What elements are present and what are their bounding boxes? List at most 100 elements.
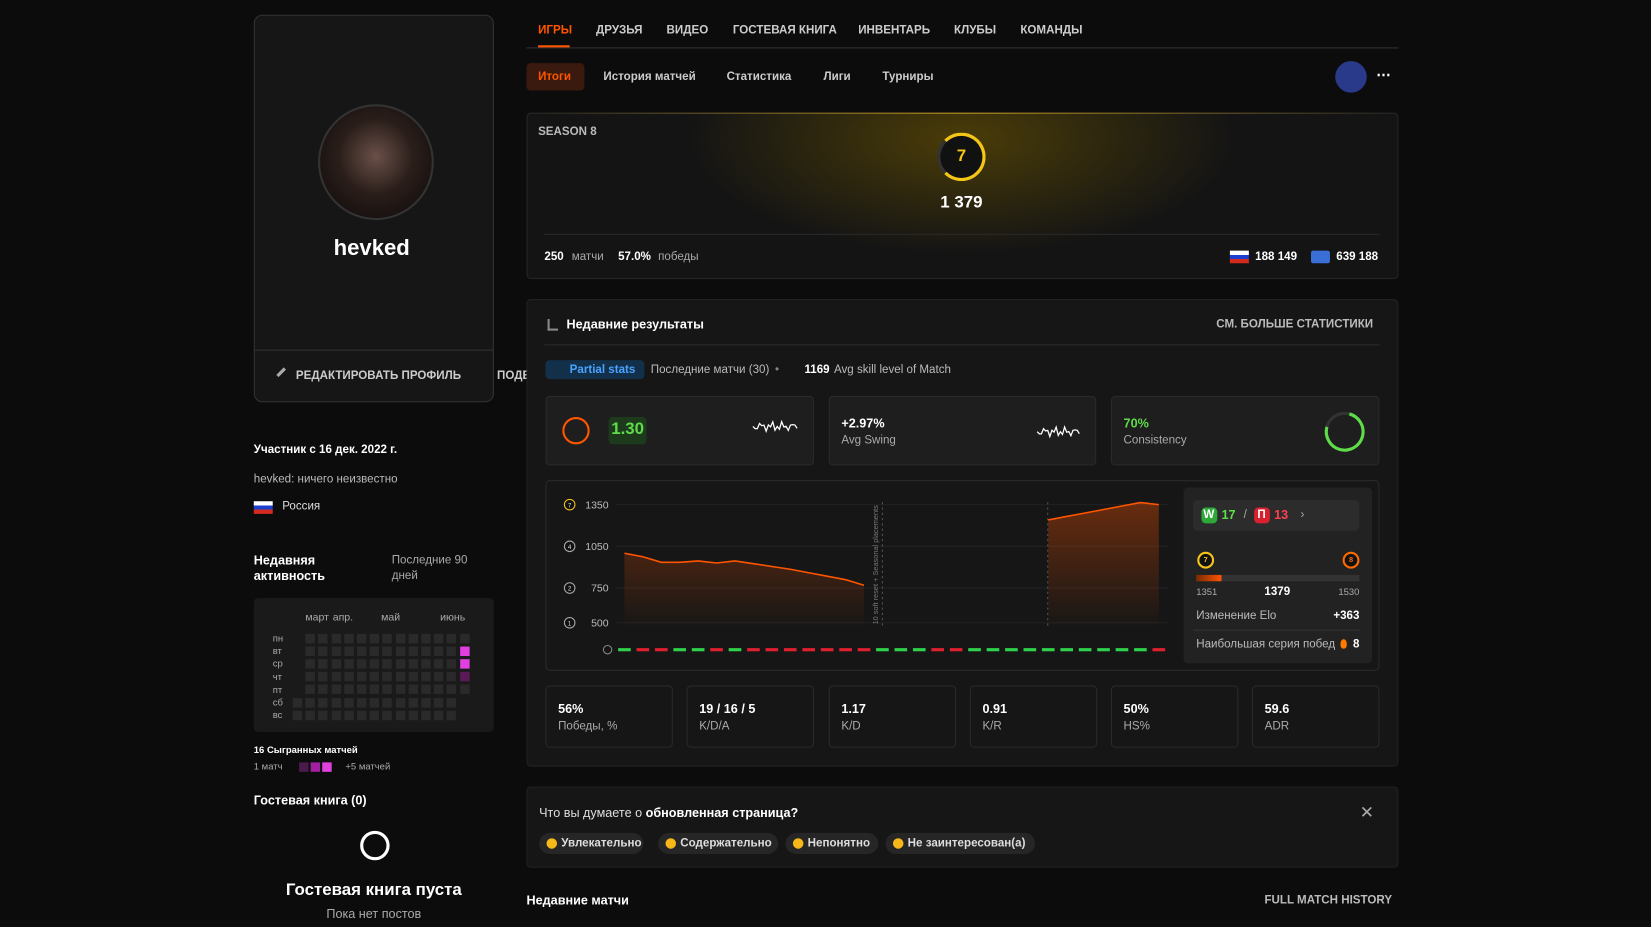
username: hevked — [333, 235, 410, 261]
heat-cell — [395, 671, 405, 682]
heat-cell — [369, 671, 380, 682]
elo-max: 1530 — [1338, 586, 1360, 598]
feedback-option[interactable] — [785, 832, 879, 854]
change: +363 — [1333, 609, 1360, 623]
heat-cell — [459, 646, 470, 656]
y-tick-label: 750 — [591, 583, 609, 595]
close[interactable]: ✕ — [1359, 804, 1374, 823]
matches: 250 — [544, 250, 564, 264]
annotation: 10 soft reset + Seasonal placements — [871, 505, 880, 625]
tab[interactable]: ВИДЕО — [666, 24, 709, 37]
sparkline — [752, 419, 798, 434]
tab[interactable]: ИНВЕНТАРЬ — [858, 24, 931, 37]
feedback-option[interactable] — [539, 832, 644, 854]
emoji — [892, 838, 904, 849]
level: 7 — [956, 147, 967, 166]
activity-title: Недавняя активность — [253, 552, 326, 584]
more-dots[interactable]: ⋯ — [1376, 65, 1392, 83]
heat-cell — [331, 646, 341, 656]
heat-cell — [446, 646, 457, 656]
edit-profile[interactable]: РЕДАКТИРОВАТЬ ПРОФИЛЬ — [295, 369, 462, 383]
stat-value: 1.17 — [841, 701, 866, 717]
heat-cell — [356, 671, 367, 682]
emoji — [792, 838, 804, 849]
heat-cell — [318, 710, 328, 720]
subtab[interactable]: Турниры — [882, 70, 934, 84]
heat-cell — [459, 671, 470, 682]
tick-level-icon — [563, 498, 576, 511]
tab[interactable]: ИГРЫ — [538, 24, 573, 37]
subtab[interactable]: Итоги — [538, 70, 571, 84]
stat-card — [686, 685, 814, 748]
world-rank: 639 188 — [1336, 250, 1379, 264]
heat-cell — [446, 710, 457, 720]
month: март — [305, 612, 329, 624]
swing: +2.97% — [841, 415, 885, 431]
heat-cell — [395, 659, 405, 669]
rating-box — [608, 416, 647, 445]
heat-cell — [421, 684, 431, 695]
heat-cell — [305, 633, 316, 643]
arrow[interactable]: › — [1300, 508, 1305, 522]
heat-cell — [408, 646, 418, 656]
tab[interactable]: ДРУЗЬЯ — [595, 24, 643, 37]
heat-cell — [344, 659, 354, 669]
heat-cell — [395, 710, 405, 720]
heat-cell — [434, 697, 444, 708]
divider — [1193, 629, 1360, 631]
heat-cell — [382, 646, 393, 656]
elo: 1 379 — [940, 193, 983, 212]
heat-cell — [331, 633, 341, 643]
active-underline — [538, 45, 570, 48]
heat-cell — [434, 710, 444, 720]
day: чт — [272, 671, 283, 682]
stat-value: 50% — [1123, 701, 1149, 717]
elo-line — [624, 501, 1159, 586]
emoji — [665, 838, 677, 849]
elo-range-fill — [1196, 574, 1222, 582]
stat-card — [1252, 685, 1380, 748]
y-tick-label: 1050 — [585, 541, 609, 553]
tab[interactable]: КЛУБЫ — [954, 24, 997, 37]
heat-cell — [356, 710, 367, 720]
heat-cell — [305, 697, 316, 708]
heat-cell — [344, 646, 354, 656]
tab[interactable]: ГОСТЕВАЯ КНИГА — [732, 24, 837, 37]
swing-label: Avg Swing — [841, 433, 896, 447]
heat-cell — [421, 646, 431, 656]
streak-label: Наибольшая серия побед — [1196, 638, 1336, 651]
world-icon — [1310, 250, 1330, 264]
stat-card — [969, 685, 1098, 748]
feedback-option[interactable] — [885, 832, 1036, 854]
heat-cell — [305, 710, 316, 720]
heat-cell — [318, 633, 328, 643]
glow-line — [526, 112, 1399, 114]
feedback-option[interactable] — [658, 832, 779, 854]
tab[interactable]: КОМАНДЫ — [1020, 24, 1083, 37]
game-badge[interactable] — [1335, 61, 1367, 93]
country-rank: 188 149 — [1255, 250, 1298, 264]
stat-value: 0.91 — [982, 701, 1008, 717]
losses: 13 — [1274, 507, 1289, 523]
subtab[interactable]: Статистика — [726, 70, 792, 84]
heat-cell — [331, 710, 341, 720]
stat-card — [828, 685, 957, 748]
heat-cell — [292, 710, 303, 720]
subtab[interactable]: Лиги — [823, 70, 851, 84]
level-from: 7 — [1203, 556, 1208, 564]
active-pill — [526, 63, 585, 91]
share[interactable]: ПОДЕЛИТЬСЯ — [497, 369, 526, 383]
loss-badge — [1254, 507, 1270, 524]
more-stats[interactable]: СМ. БОЛЬШЕ СТАТИСТИКИ — [1216, 318, 1374, 331]
stat-label: K/R — [982, 720, 1002, 733]
full-history[interactable]: FULL MATCH HISTORY — [1264, 893, 1393, 907]
subtab[interactable]: История матчей — [603, 70, 696, 84]
y-tick-label: 500 — [591, 617, 609, 629]
matches-title: Недавние матчи — [526, 892, 629, 908]
month: май — [381, 612, 401, 624]
stat-label: K/D — [841, 720, 861, 733]
option-label: Содержательно — [680, 837, 772, 850]
heat-cell — [344, 684, 354, 695]
guestbook-sub: Пока нет постов — [326, 906, 422, 922]
